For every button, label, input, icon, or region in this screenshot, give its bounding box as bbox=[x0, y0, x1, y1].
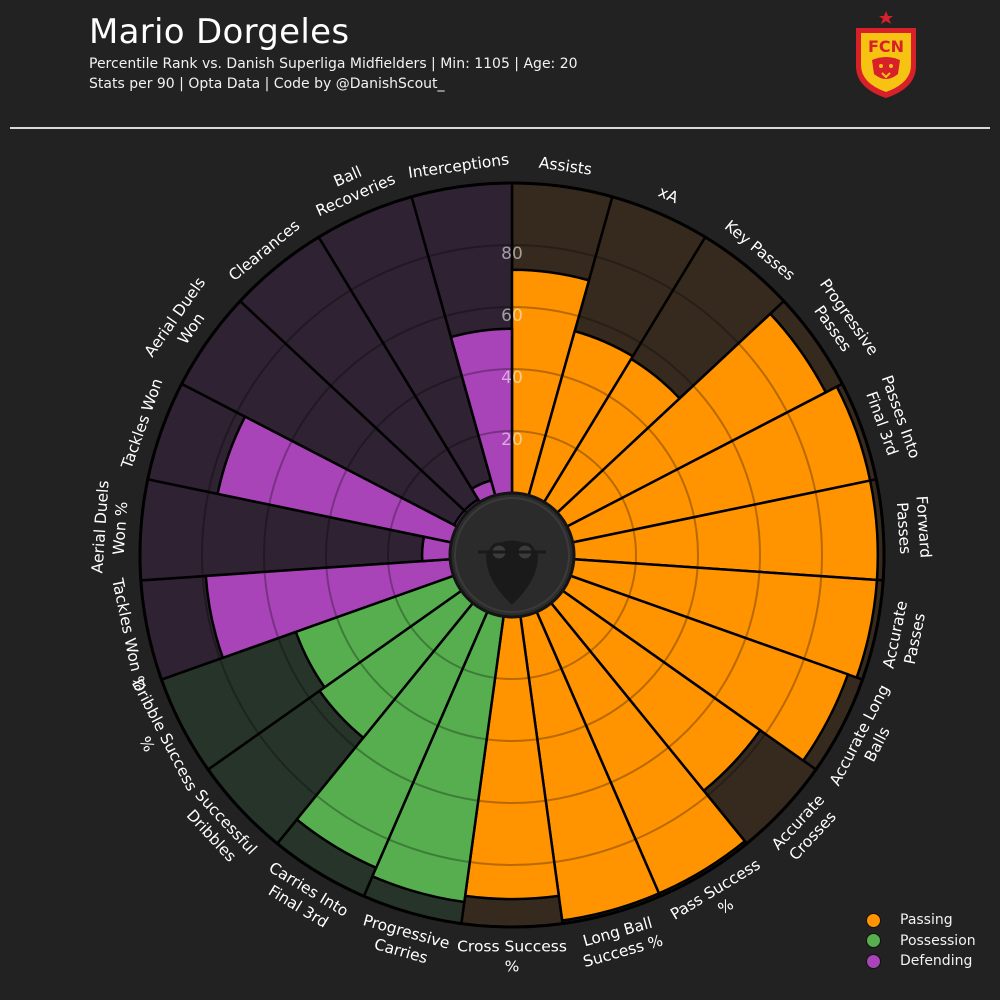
legend-item-passing: Passing bbox=[866, 910, 976, 931]
outer-ring bbox=[138, 181, 886, 929]
category-label-cross-success: Cross Success% bbox=[457, 938, 567, 976]
legend-label-possession: Possession bbox=[900, 932, 976, 949]
grid-ring bbox=[263, 306, 761, 804]
legend-swatch-possession bbox=[866, 933, 881, 949]
grid-ring bbox=[387, 430, 637, 680]
category-label-text: % bbox=[715, 895, 737, 918]
grid-ring bbox=[325, 368, 699, 742]
chart-legend: Passing Possession Defending bbox=[866, 910, 976, 972]
legend-item-possession: Possession bbox=[866, 931, 976, 952]
value-bar-layer bbox=[204, 268, 880, 922]
club-badge-logo: FCN bbox=[856, 11, 916, 98]
category-label-text: % bbox=[505, 958, 520, 976]
category-label-interceptions: Interceptions bbox=[407, 150, 510, 182]
radial-tick-label-layer: 20 40 60 80 bbox=[501, 244, 523, 450]
club-badge-text: FCN bbox=[868, 37, 904, 56]
radial-tick-label: 40 bbox=[501, 368, 523, 388]
category-label-text: Forward bbox=[912, 495, 934, 558]
category-label-text: Passes bbox=[893, 502, 915, 555]
grid-ring bbox=[201, 244, 823, 866]
legend-label-passing: Passing bbox=[900, 912, 953, 929]
chart-subtitle-line-1: Percentile Rank vs. Danish Superliga Mid… bbox=[89, 56, 578, 72]
legend-label-defending: Defending bbox=[900, 953, 973, 970]
category-label-text: Aerial Duels bbox=[88, 480, 112, 574]
grid-ring-layer bbox=[138, 181, 886, 929]
player-name-title: Mario Dorgeles bbox=[89, 12, 350, 52]
category-label-text: Interceptions bbox=[407, 150, 510, 182]
category-label-text: Assists bbox=[538, 154, 593, 179]
legend-swatch-passing bbox=[866, 912, 881, 928]
center-logo-layer bbox=[448, 491, 576, 619]
legend-item-defending: Defending bbox=[866, 951, 976, 972]
radial-tick-label: 20 bbox=[501, 430, 523, 450]
category-label-xa: xA bbox=[656, 183, 682, 208]
radial-tick-label: 60 bbox=[501, 306, 523, 326]
category-label-text: % bbox=[135, 734, 158, 755]
legend-swatch-defending bbox=[866, 953, 881, 969]
category-label-text: Cross Success bbox=[457, 938, 567, 956]
scout-logo-icon bbox=[478, 540, 546, 605]
chart-subtitle-line-2: Stats per 90 | Opta Data | Code by @Dani… bbox=[89, 76, 445, 92]
category-label-assists: Assists bbox=[538, 154, 593, 179]
radial-tick-label: 80 bbox=[501, 244, 523, 264]
category-label-text: Won % bbox=[110, 501, 132, 555]
category-label-text: xA bbox=[656, 183, 682, 208]
header-divider bbox=[10, 127, 990, 129]
